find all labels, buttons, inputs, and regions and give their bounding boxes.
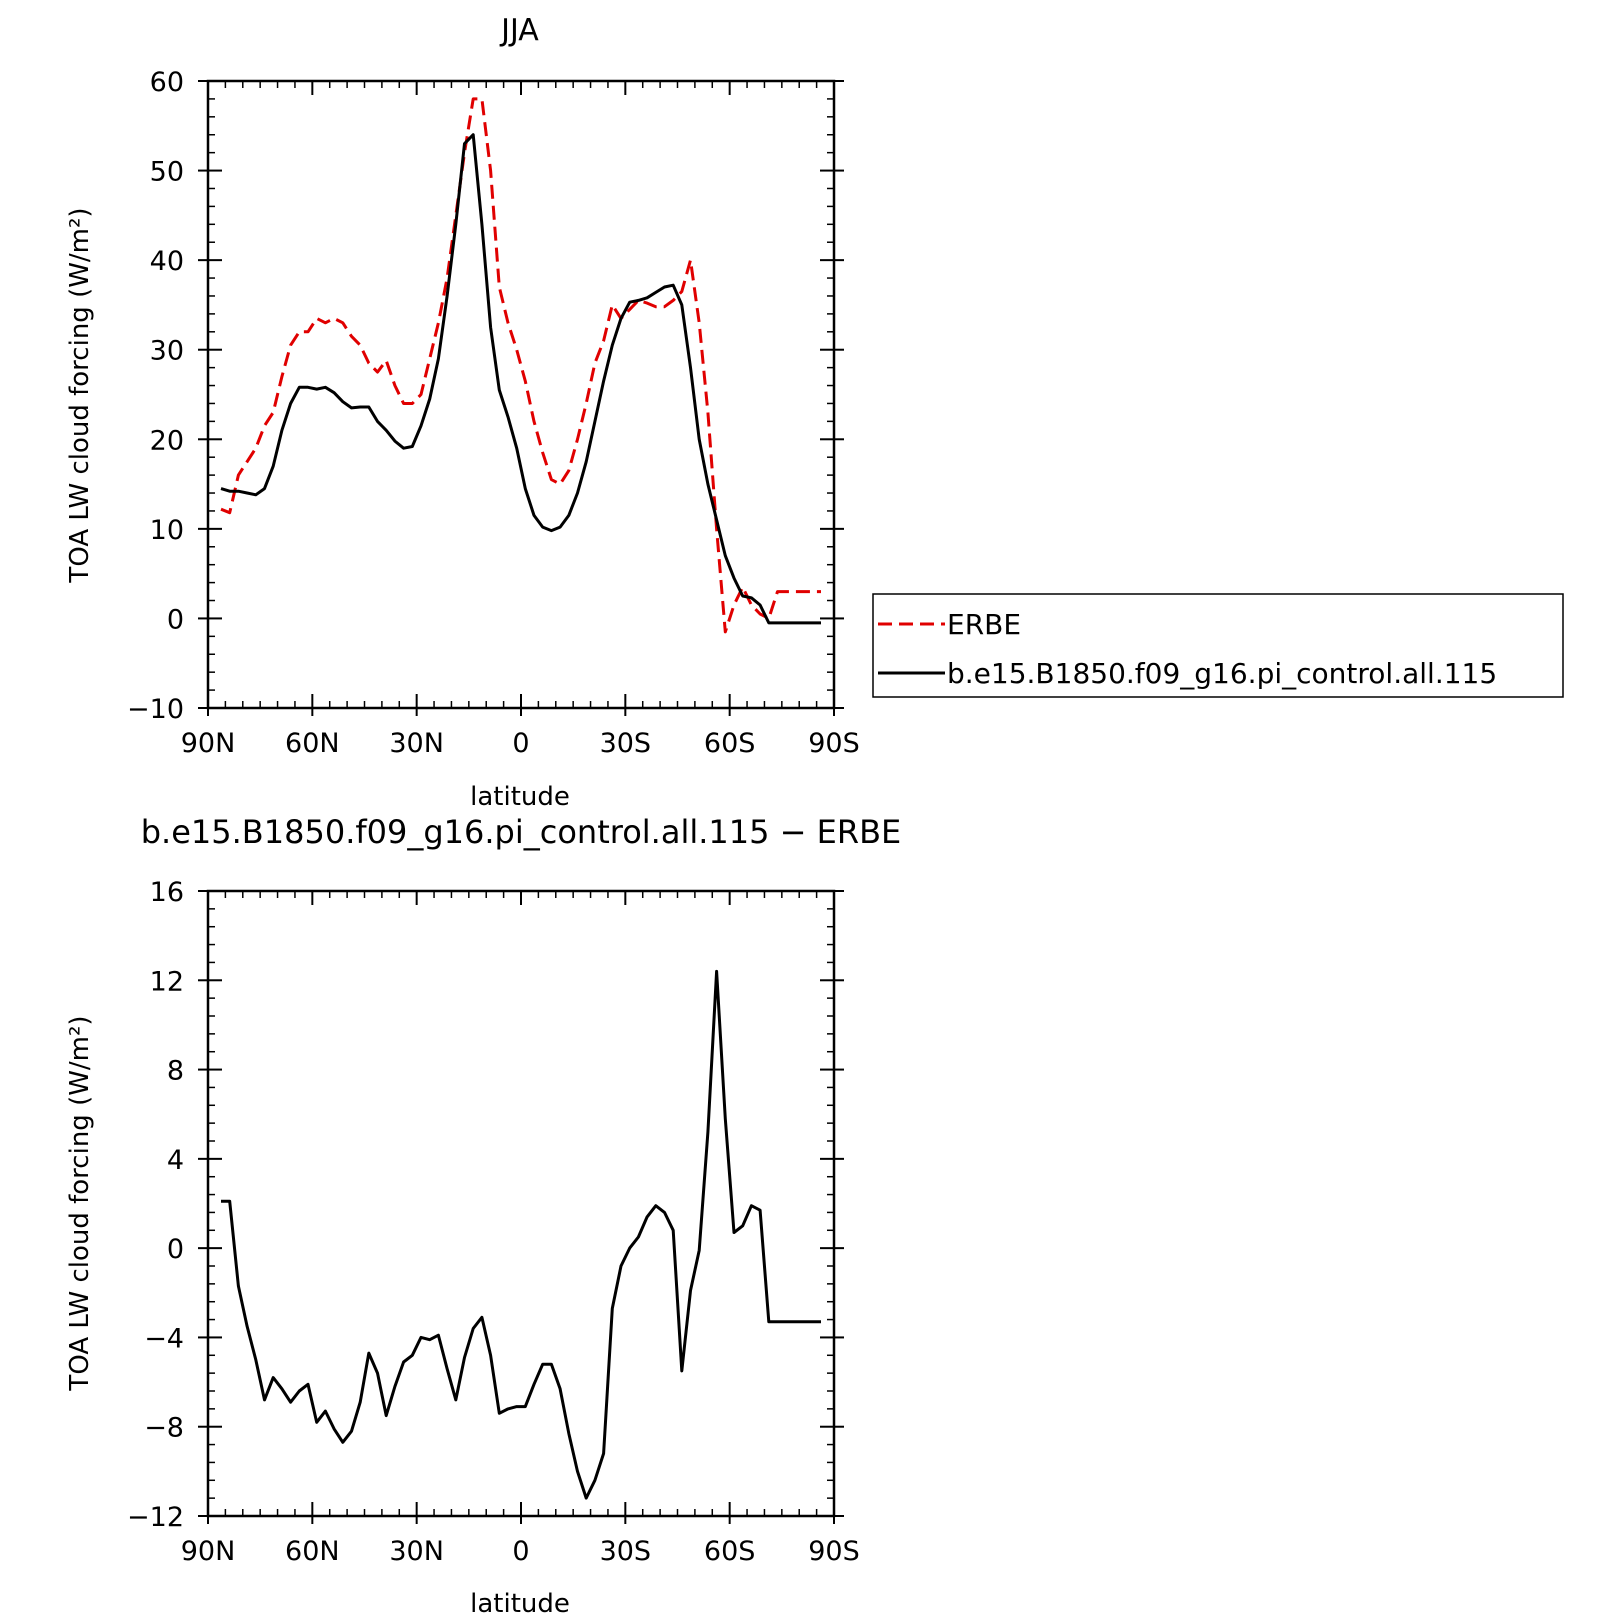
bottom-panel-x-tick-label: 30N [389, 1536, 444, 1567]
top-panel-y-tick-label: 60 [150, 67, 184, 98]
bottom-panel-y-tick-label: 12 [150, 966, 184, 997]
bottom-panel-frame [206, 889, 836, 1518]
top-panel-x-label: latitude [470, 782, 570, 812]
bottom-panel-x-tick-label: 30S [600, 1536, 652, 1567]
top-panel-y-label: TOA LW cloud forcing (W/m²) [65, 207, 95, 583]
top-panel-x-tick-label: 60S [704, 728, 756, 759]
top-panel-y-tick-label: 30 [150, 336, 184, 367]
top-panel-series [220, 97, 821, 634]
top-panel-y-tick-label: 50 [150, 157, 184, 188]
bottom-panel-y-tick-label: 0 [167, 1234, 184, 1265]
bottom-panel-y-tick-label: −12 [127, 1502, 184, 1533]
legend: ERBE b.e15.B1850.f09_g16.pi_control.all.… [872, 593, 1564, 698]
legend-box [872, 593, 1564, 698]
legend-label-model: b.e15.B1850.f09_g16.pi_control.all.115 [947, 657, 1497, 690]
top-panel-series-line-erbe [220, 97, 821, 634]
bottom-panel-x-tick-label: 60S [704, 1536, 756, 1567]
bottom-panel-y-tick-label: 8 [167, 1056, 184, 1087]
top-panel-x-tick-label: 90N [181, 728, 236, 759]
top-panel-x-tick-label: 30S [600, 728, 652, 759]
bottom-panel-x-tick-label: 90N [181, 1536, 236, 1567]
top-panel-x-tick-label: 30N [389, 728, 444, 759]
top-panel-y-tick-label: 20 [150, 425, 184, 456]
top-panel-series-line-model [220, 133, 821, 625]
top-panel-y-tick-label: 40 [150, 246, 184, 277]
top-panel-y-tick-label: 0 [167, 604, 184, 635]
top-panel: JJA TOA LW cloud forcing (W/m²) latitude… [65, 13, 860, 812]
top-panel-y-tick-label: −10 [127, 694, 184, 725]
bottom-panel-title: b.e15.B1850.f09_g16.pi_control.all.115 −… [141, 813, 902, 851]
bottom-panel: b.e15.B1850.f09_g16.pi_control.all.115 −… [65, 813, 901, 1619]
bottom-panel-y-tick-label: −8 [144, 1413, 184, 1444]
bottom-panel-y-label: TOA LW cloud forcing (W/m²) [65, 1015, 95, 1391]
top-panel-x-tick-label: 60N [285, 728, 340, 759]
top-panel-x-tick-label: 0 [512, 728, 529, 759]
bottom-panel-series [221, 969, 821, 1500]
bottom-panel-y-tick-label: −4 [144, 1323, 184, 1354]
top-panel-ticks: 90N 60N 30N 0 30S 60S 90S −10 0 10 20 30 40 50 60 [127, 67, 860, 759]
top-panel-title: JJA [499, 13, 539, 48]
top-panel-x-tick-label: 90S [808, 728, 860, 759]
top-panel-y-tick-label: 10 [150, 515, 184, 546]
legend-label-erbe: ERBE [947, 608, 1021, 641]
bottom-panel-x-tick-label: 90S [808, 1536, 860, 1567]
bottom-panel-x-tick-label: 60N [285, 1536, 340, 1567]
bottom-panel-ticks: 90N 60N 30N 0 30S 60S 90S −12 −8 −4 0 4 8 12 16 [127, 877, 860, 1567]
bottom-panel-y-tick-label: 16 [150, 877, 184, 908]
bottom-panel-y-tick-label: 4 [167, 1145, 184, 1176]
bottom-panel-series-line-model [221, 969, 821, 1500]
bottom-panel-x-tick-label: 0 [512, 1536, 529, 1567]
top-panel-frame [206, 79, 836, 710]
bottom-panel-x-label: latitude [470, 1589, 570, 1619]
